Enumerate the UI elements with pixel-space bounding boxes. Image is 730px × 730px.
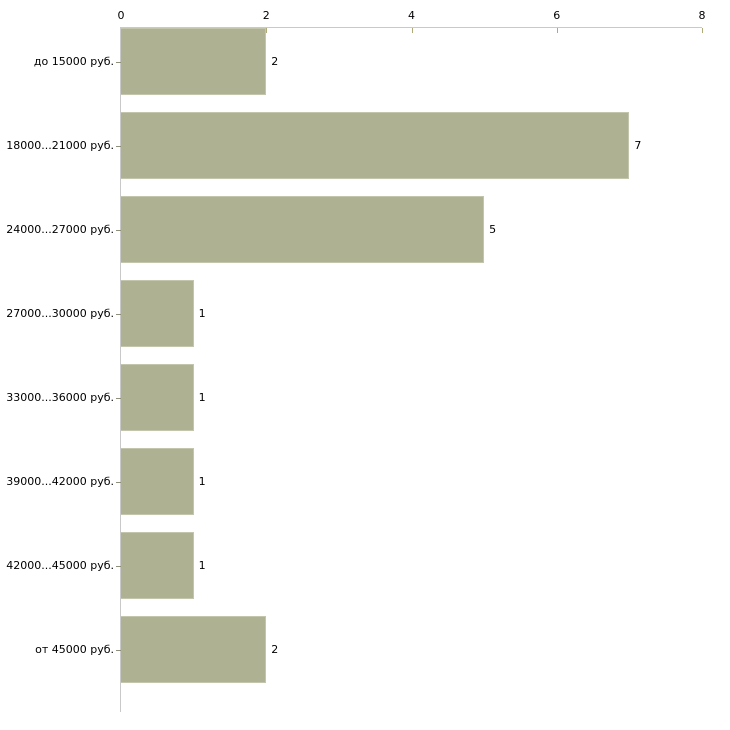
y-tick-mark — [116, 230, 121, 231]
bar-value-label: 1 — [198, 558, 206, 572]
y-tick-mark — [116, 146, 121, 147]
category-label: 18000...21000 руб. — [6, 138, 114, 152]
bar[interactable] — [121, 112, 630, 179]
bar-value-label: 1 — [198, 474, 206, 488]
y-tick-mark — [116, 482, 121, 483]
category-label: 39000...42000 руб. — [6, 474, 114, 488]
x-tick-label: 0 — [117, 9, 125, 22]
bar-value-label: 1 — [198, 390, 206, 404]
x-tick-mark — [266, 28, 268, 33]
x-tick-label: 6 — [553, 9, 561, 22]
bar-value-label: 2 — [271, 642, 279, 656]
bar-value-label: 2 — [271, 54, 279, 68]
x-tick-mark — [556, 28, 558, 33]
bar[interactable] — [121, 280, 194, 347]
x-tick-mark — [702, 28, 703, 33]
bar-value-label: 7 — [634, 138, 642, 152]
category-label: 42000...45000 руб. — [6, 558, 114, 572]
category-label: 33000...36000 руб. — [6, 390, 114, 404]
bar[interactable] — [121, 532, 194, 599]
x-tick-mark — [411, 28, 413, 33]
x-tick-label: 8 — [698, 9, 706, 22]
x-axis-line — [121, 27, 702, 28]
y-axis-line — [120, 27, 121, 712]
category-label: 24000...27000 руб. — [6, 222, 114, 236]
bar[interactable] — [121, 196, 485, 263]
bar[interactable] — [121, 448, 194, 515]
bar[interactable] — [121, 28, 267, 95]
category-label: от 45000 руб. — [35, 642, 114, 656]
x-tick-label: 4 — [408, 9, 415, 22]
bar[interactable] — [121, 364, 194, 431]
bar[interactable] — [121, 616, 267, 683]
x-tick-label: 2 — [262, 9, 270, 22]
y-tick-mark — [116, 62, 121, 63]
y-tick-mark — [116, 650, 121, 651]
y-tick-mark — [116, 566, 121, 567]
category-label: до 15000 руб. — [33, 54, 114, 68]
bar-value-label: 1 — [198, 306, 206, 320]
category-label: 27000...30000 руб. — [6, 306, 114, 320]
y-tick-mark — [116, 398, 121, 399]
y-tick-mark — [116, 314, 121, 315]
bar-value-label: 5 — [489, 222, 497, 236]
